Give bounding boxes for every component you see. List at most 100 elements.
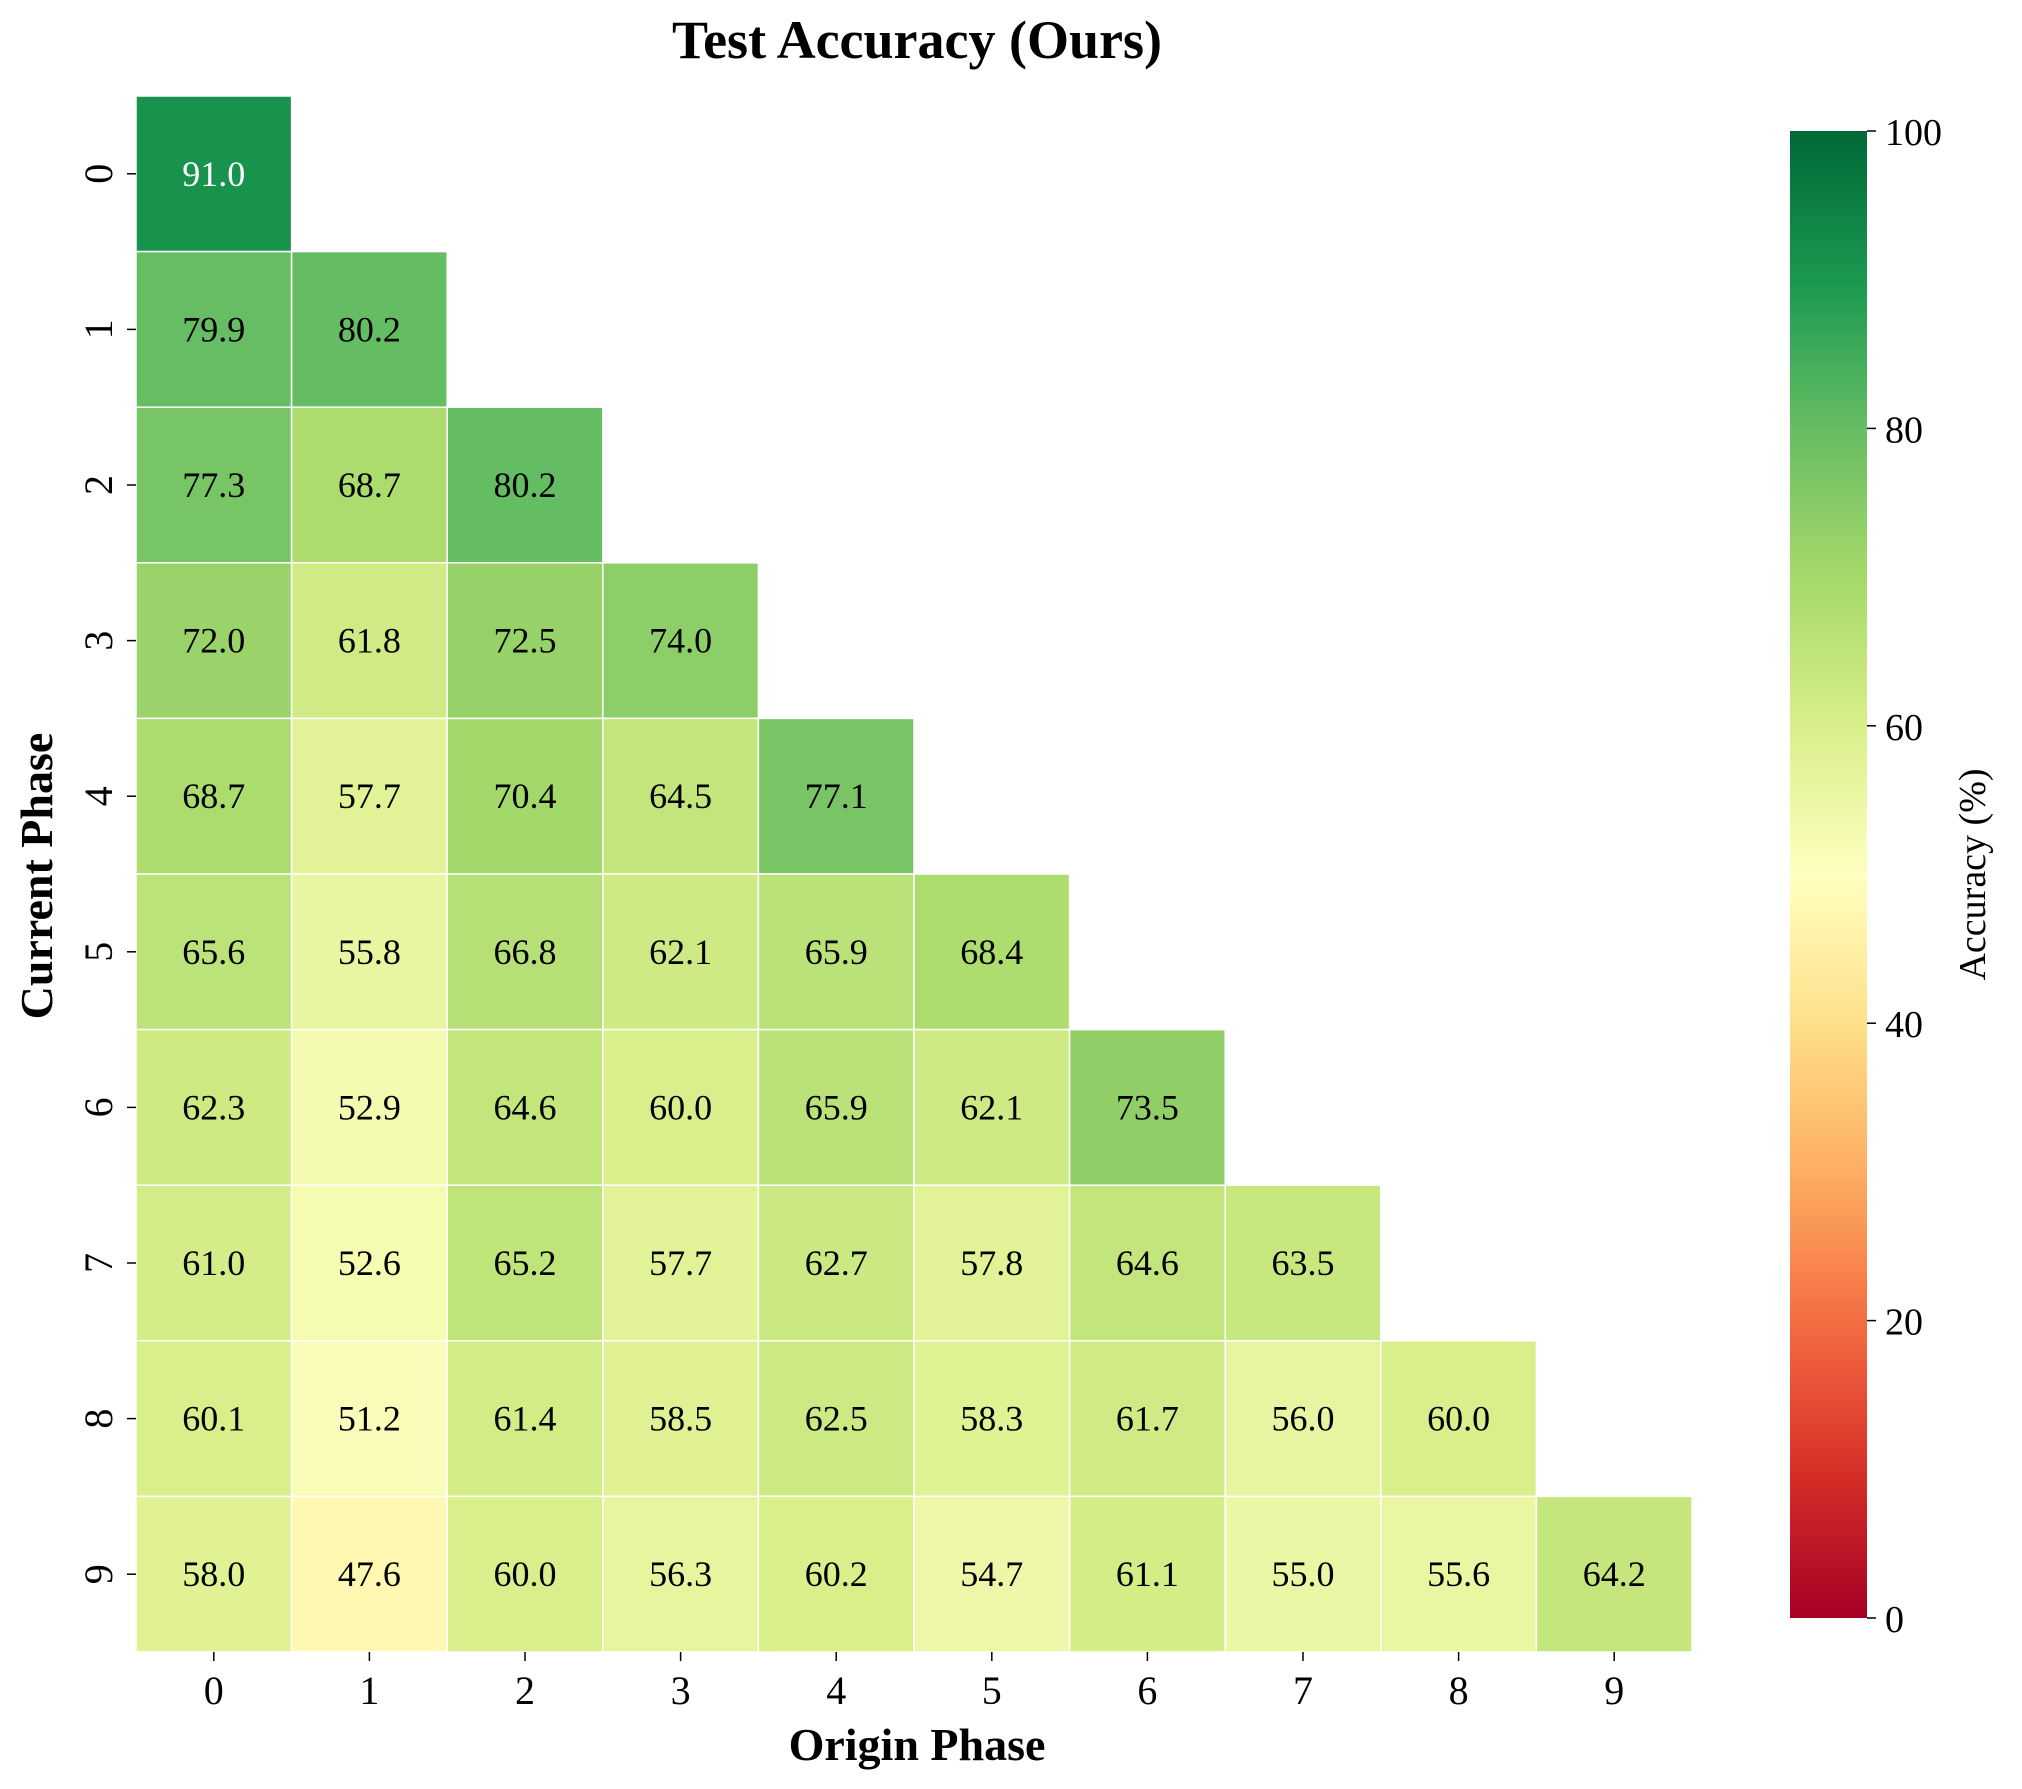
colorbar: 0 20 40 60 80 100 Accuracy (%) xyxy=(1790,112,1994,1641)
heatmap-cell-r5-c4 xyxy=(757,873,915,1031)
x-tick-label-0: 0 xyxy=(204,1668,224,1713)
cell-value-label-r7-c4: 62.7 xyxy=(805,1243,868,1283)
heatmap-cell-r8-c8 xyxy=(1380,1340,1538,1498)
cell-value-label-r9-c4: 60.2 xyxy=(805,1554,868,1594)
cell-value-label-r5-c3: 62.1 xyxy=(649,932,712,972)
chart-title: Test Accuracy (Ours) xyxy=(672,10,1162,70)
heatmap-cell-r9-c1 xyxy=(290,1495,448,1653)
heatmap-cell-r2-c1 xyxy=(290,406,448,564)
y-axis-label: Current Phase xyxy=(11,733,62,1020)
y-tick-label-3: 3 xyxy=(76,631,121,651)
cell-value-label-r9-c5: 54.7 xyxy=(960,1554,1023,1594)
cell-value-label-r9-c0: 58.0 xyxy=(182,1554,245,1594)
heatmap-cell-r0-c0 xyxy=(135,95,293,253)
colorbar-tick-label-20: 20 xyxy=(1885,1302,1923,1344)
cell-value-label-r7-c5: 57.8 xyxy=(960,1243,1023,1283)
cell-value-label-r8-c0: 60.1 xyxy=(182,1399,245,1439)
heatmap-cell-r5-c3 xyxy=(602,873,760,1031)
y-tick-label-6: 6 xyxy=(76,1097,121,1117)
heatmap-cell-r9-c7 xyxy=(1224,1495,1382,1653)
x-tick-label-6: 6 xyxy=(1137,1668,1157,1713)
heatmap-cell-r6-c1 xyxy=(290,1028,448,1186)
x-tick-label-1: 1 xyxy=(359,1668,379,1713)
x-tick-label-8: 8 xyxy=(1449,1668,1469,1713)
heatmap-cell-r4-c2 xyxy=(446,717,604,875)
cell-value-label-r8-c5: 58.3 xyxy=(960,1399,1023,1439)
heatmap-cell-r9-c2 xyxy=(446,1495,604,1653)
cell-value-label-r1-c0: 79.9 xyxy=(182,309,245,349)
heatmap-cell-r9-c0 xyxy=(135,1495,293,1653)
cell-value-label-r8-c1: 51.2 xyxy=(338,1399,401,1439)
x-tick-label-4: 4 xyxy=(826,1668,846,1713)
colorbar-tick-label-100: 100 xyxy=(1885,112,1942,154)
cell-value-label-r5-c5: 68.4 xyxy=(960,932,1023,972)
cell-value-label-r1-c1: 80.2 xyxy=(338,309,401,349)
colorbar-gradient xyxy=(1790,131,1867,1618)
heatmap-cell-r4-c4 xyxy=(757,717,915,875)
heatmap-cell-r1-c0 xyxy=(135,250,293,408)
cell-value-label-r8-c2: 61.4 xyxy=(494,1399,557,1439)
x-axis-label: Origin Phase xyxy=(789,1719,1046,1770)
heatmap-cell-r7-c6 xyxy=(1068,1184,1226,1342)
y-tick-label-2: 2 xyxy=(76,475,121,495)
y-tick-label-8: 8 xyxy=(76,1409,121,1429)
colorbar-label: Accuracy (%) xyxy=(1952,768,1994,980)
cell-value-label-r8-c6: 61.7 xyxy=(1116,1399,1179,1439)
cell-value-label-r6-c5: 62.1 xyxy=(960,1087,1023,1127)
cell-value-label-r6-c3: 60.0 xyxy=(649,1087,712,1127)
heatmap-cells: 91.0 79.9 80.2 77.3 68.7 80.2 72.0 61.8 72.5 74.0… xyxy=(135,95,1693,1653)
cell-value-label-r9-c3: 56.3 xyxy=(649,1554,712,1594)
cell-value-label-r3-c3: 74.0 xyxy=(649,621,712,661)
x-tick-label-7: 7 xyxy=(1293,1668,1313,1713)
y-tick-label-1: 1 xyxy=(76,319,121,339)
cell-value-label-r2-c1: 68.7 xyxy=(338,465,401,505)
heatmap-cell-r6-c3 xyxy=(602,1028,760,1186)
x-tick-label-9: 9 xyxy=(1604,1668,1624,1713)
cell-value-label-r2-c0: 77.3 xyxy=(182,465,245,505)
heatmap-cell-r1-c1 xyxy=(290,250,448,408)
y-tick-label-4: 4 xyxy=(76,786,121,806)
heatmap-cell-r9-c4 xyxy=(757,1495,915,1653)
heatmap-cell-r7-c0 xyxy=(135,1184,293,1342)
heatmap-cell-r5-c5 xyxy=(913,873,1071,1031)
cell-value-label-r7-c3: 57.7 xyxy=(649,1243,712,1283)
cell-value-label-r8-c7: 56.0 xyxy=(1272,1399,1335,1439)
x-tick-label-3: 3 xyxy=(671,1668,691,1713)
colorbar-tick-label-40: 40 xyxy=(1885,1004,1923,1046)
cell-value-label-r5-c4: 65.9 xyxy=(805,932,868,972)
cell-value-label-r4-c3: 64.5 xyxy=(649,776,712,816)
heatmap-cell-r8-c3 xyxy=(602,1340,760,1498)
colorbar-tick-label-80: 80 xyxy=(1885,409,1923,451)
y-tick-label-5: 5 xyxy=(76,942,121,962)
x-tick-label-5: 5 xyxy=(982,1668,1002,1713)
cell-value-label-r7-c7: 63.5 xyxy=(1272,1243,1335,1283)
cell-value-label-r2-c2: 80.2 xyxy=(494,465,557,505)
heatmap-cell-r5-c1 xyxy=(290,873,448,1031)
cell-value-label-r8-c3: 58.5 xyxy=(649,1399,712,1439)
cell-value-label-r7-c1: 52.6 xyxy=(338,1243,401,1283)
heatmap-cell-r3-c3 xyxy=(602,562,760,720)
heatmap-cell-r8-c0 xyxy=(135,1340,293,1498)
heatmap-cell-r4-c3 xyxy=(602,717,760,875)
heatmap-cell-r7-c2 xyxy=(446,1184,604,1342)
cell-value-label-r5-c1: 55.8 xyxy=(338,932,401,972)
y-tick-label-0: 0 xyxy=(76,164,121,184)
cell-value-label-r9-c9: 64.2 xyxy=(1583,1554,1646,1594)
cell-value-label-r9-c6: 61.1 xyxy=(1116,1554,1179,1594)
heatmap-cell-r3-c1 xyxy=(290,562,448,720)
heatmap-cell-r9-c9 xyxy=(1535,1495,1693,1653)
cell-value-label-r8-c8: 60.0 xyxy=(1427,1399,1490,1439)
cell-value-label-r8-c4: 62.5 xyxy=(805,1399,868,1439)
cell-value-label-r6-c2: 64.6 xyxy=(494,1087,557,1127)
heatmap-cell-r9-c3 xyxy=(602,1495,760,1653)
cell-value-label-r9-c1: 47.6 xyxy=(338,1554,401,1594)
heatmap-cell-r2-c2 xyxy=(446,406,604,564)
cell-value-label-r6-c4: 65.9 xyxy=(805,1087,868,1127)
cell-value-label-r7-c6: 64.6 xyxy=(1116,1243,1179,1283)
cell-value-label-r6-c6: 73.5 xyxy=(1116,1087,1179,1127)
cell-value-label-r7-c2: 65.2 xyxy=(494,1243,557,1283)
heatmap-cell-r6-c5 xyxy=(913,1028,1071,1186)
cell-value-label-r3-c1: 61.8 xyxy=(338,621,401,661)
heatmap-cell-r2-c0 xyxy=(135,406,293,564)
